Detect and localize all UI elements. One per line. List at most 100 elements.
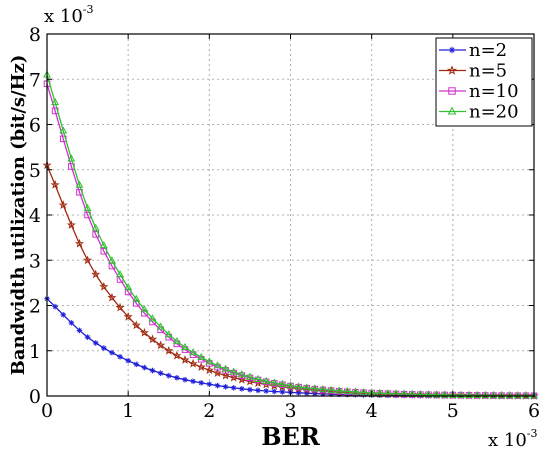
data-point <box>214 382 221 389</box>
data-point <box>172 336 181 345</box>
data-point <box>270 378 279 386</box>
data-point <box>302 383 311 391</box>
data-point <box>59 126 68 134</box>
y-exponent-label: x 10-3 <box>44 3 94 27</box>
data-point <box>294 382 303 390</box>
data-point <box>172 350 182 360</box>
data-point <box>165 372 172 379</box>
x-exponent-power: -3 <box>527 427 538 440</box>
data-point <box>279 389 286 395</box>
data-point <box>286 381 295 389</box>
data-point <box>133 361 140 368</box>
data-point <box>416 390 425 398</box>
data-point <box>254 374 262 382</box>
y-tick-label: 2 <box>29 296 41 318</box>
data-point <box>67 154 76 162</box>
data-point <box>74 238 85 248</box>
data-point <box>204 365 214 375</box>
data-point <box>278 379 287 387</box>
legend-entry: n=20 <box>439 102 519 123</box>
data-point <box>213 361 222 369</box>
data-point <box>489 391 498 399</box>
data-point <box>109 349 115 356</box>
data-point <box>164 345 174 355</box>
data-point <box>141 364 148 371</box>
data-point <box>180 355 190 364</box>
legend-marker <box>448 87 456 95</box>
data-point <box>271 388 278 395</box>
legend-marker <box>448 46 456 54</box>
x-tick-label: 1 <box>122 400 134 422</box>
y-tick-label: 4 <box>29 205 41 227</box>
data-point <box>190 378 196 385</box>
y-tick-label: 3 <box>29 250 41 272</box>
legend-label: n=5 <box>469 61 507 82</box>
data-point <box>239 386 245 392</box>
legend-label: n=10 <box>469 81 519 102</box>
data-point <box>157 370 164 376</box>
data-point <box>473 391 482 399</box>
y-axis-label: Bandwidth utilization (bit/s/Hz) <box>8 55 29 376</box>
data-point <box>156 340 166 350</box>
data-point <box>52 303 58 310</box>
y-tick-label: 1 <box>29 341 41 363</box>
data-point <box>263 388 269 394</box>
y-tick-label: 6 <box>29 115 41 137</box>
data-point <box>99 281 109 291</box>
data-point <box>448 390 457 398</box>
x-tick-label: 5 <box>447 400 459 422</box>
legend-label: n=2 <box>469 40 507 61</box>
data-point <box>131 320 141 330</box>
data-point <box>101 345 107 351</box>
data-point <box>91 269 101 279</box>
legend-entry: n=10 <box>439 81 519 102</box>
data-point <box>182 376 188 383</box>
data-point <box>139 327 149 337</box>
data-point <box>147 334 158 344</box>
data-point <box>108 256 116 264</box>
legend-entry: n=5 <box>439 61 507 82</box>
y-exponent-power: -3 <box>83 3 94 16</box>
x-exponent-base: x 10 <box>488 430 527 451</box>
legend-label: n=20 <box>469 102 519 123</box>
data-point <box>123 312 133 321</box>
data-point <box>327 385 336 393</box>
data-point <box>92 340 99 346</box>
data-point <box>198 380 205 386</box>
data-point <box>247 386 253 393</box>
data-point <box>440 390 449 398</box>
data-point <box>206 381 213 388</box>
data-point <box>220 370 231 380</box>
data-point <box>149 367 156 374</box>
data-point <box>188 358 198 368</box>
data-point <box>75 180 84 188</box>
legend-marker <box>446 65 458 75</box>
data-point <box>505 391 514 399</box>
y-tick-label: 8 <box>29 24 41 46</box>
x-tick-label: 4 <box>366 400 378 422</box>
data-point <box>319 384 327 393</box>
data-point <box>125 357 131 364</box>
data-point <box>116 270 124 278</box>
data-point <box>229 372 239 382</box>
data-point <box>83 255 93 265</box>
legend: n=2n=5n=10n=20 <box>435 37 533 127</box>
data-point <box>310 384 319 392</box>
data-point <box>432 390 441 398</box>
x-tick-label: 2 <box>203 400 215 422</box>
x-tick-label: 3 <box>284 400 296 422</box>
data-point <box>230 385 237 391</box>
data-point <box>156 322 165 330</box>
data-point <box>197 352 206 360</box>
x-exponent-label: x 10-3 <box>488 427 538 451</box>
data-point <box>91 223 100 231</box>
data-point <box>140 305 149 313</box>
data-point <box>359 388 368 396</box>
data-point <box>196 362 206 371</box>
data-point <box>335 386 344 394</box>
data-point <box>343 387 352 395</box>
data-point <box>164 330 173 338</box>
data-point <box>60 312 67 318</box>
data-point <box>205 357 214 365</box>
data-point <box>189 348 198 356</box>
